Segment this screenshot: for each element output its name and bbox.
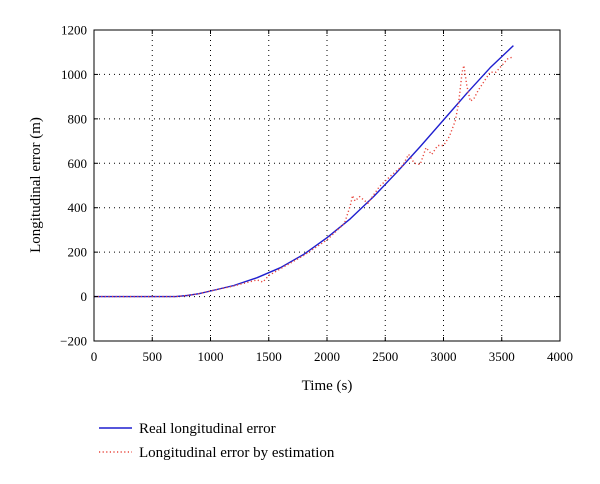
x-axis-title: Time (s) <box>302 378 353 394</box>
y-tick-label: 400 <box>68 200 88 215</box>
ticks: 0 500 1000 1500 2000 2500 3000 3500 4000 −200 0 200… <box>60 23 573 365</box>
x-tick-label: 0 <box>91 349 98 364</box>
y-tick-label: 0 <box>81 289 88 304</box>
y-tick-label: 1200 <box>61 23 87 38</box>
x-tick-label: 500 <box>143 349 163 364</box>
series-group <box>94 45 514 298</box>
x-tick-label: 2000 <box>314 349 340 364</box>
x-tick-label: 2500 <box>372 349 398 364</box>
y-tick-label: 200 <box>68 245 88 260</box>
y-axis-title: Longitudinal error (m) <box>28 117 44 253</box>
x-tick-label: 1000 <box>198 349 224 364</box>
legend-label-real: Real longitudinal error <box>139 421 276 437</box>
y-tick-label: 800 <box>68 111 88 126</box>
x-tick-label: 4000 <box>547 349 573 364</box>
legend: Real longitudinal error Longitudinal err… <box>99 421 335 461</box>
y-tick-label: −200 <box>60 334 87 349</box>
series-line-real <box>94 45 514 298</box>
x-tick-label: 1500 <box>256 349 282 364</box>
legend-label-estimation: Longitudinal error by estimation <box>139 445 335 461</box>
y-tick-label: 600 <box>68 156 88 171</box>
y-tick-label: 1000 <box>61 67 87 82</box>
grid <box>94 30 560 341</box>
x-tick-label: 3000 <box>431 349 457 364</box>
x-tick-label: 3500 <box>489 349 515 364</box>
